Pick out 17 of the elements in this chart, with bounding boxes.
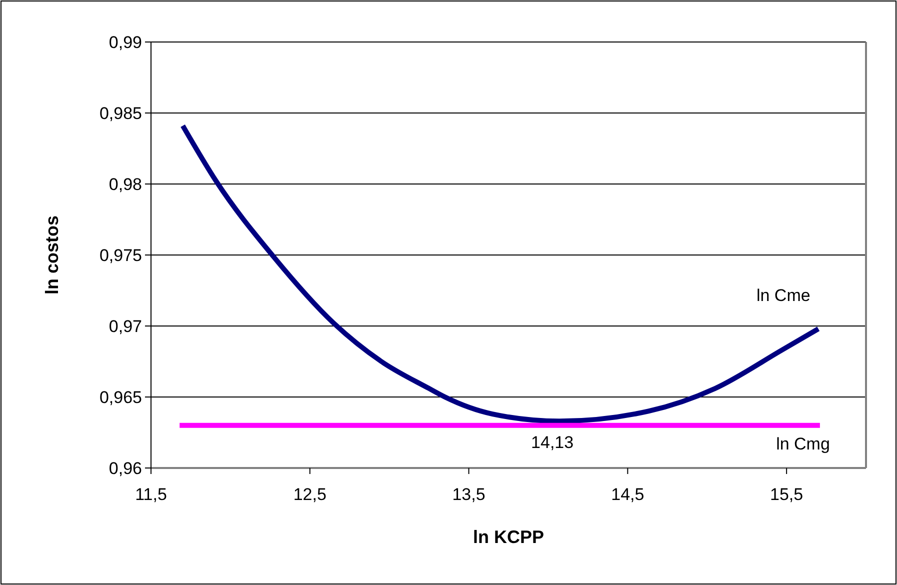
y-tick-label: 0,98 — [108, 174, 142, 194]
x-tick-label: 12,5 — [293, 485, 326, 504]
x-axis-title: ln KCPP — [472, 527, 544, 547]
y-tick-label: 0,97 — [108, 316, 142, 336]
y-tick-label: 0,975 — [99, 246, 142, 265]
x-tick-label: 11,5 — [135, 485, 167, 504]
y-tick-label: 0,96 — [108, 458, 142, 478]
y-tick-label: 0,99 — [108, 32, 142, 52]
annotation: 14,13 — [531, 433, 574, 452]
y-tick-label: 0,985 — [99, 104, 142, 123]
x-tick-label: 13,5 — [452, 485, 486, 504]
series-label: ln Cme — [756, 286, 810, 305]
x-tick-label: 14,5 — [611, 485, 644, 504]
series-label: ln Cmg — [776, 434, 830, 454]
y-axis-title: ln costos — [42, 215, 62, 295]
y-tick-label: 0,965 — [99, 388, 142, 407]
x-tick-label: 15,5 — [770, 485, 804, 504]
